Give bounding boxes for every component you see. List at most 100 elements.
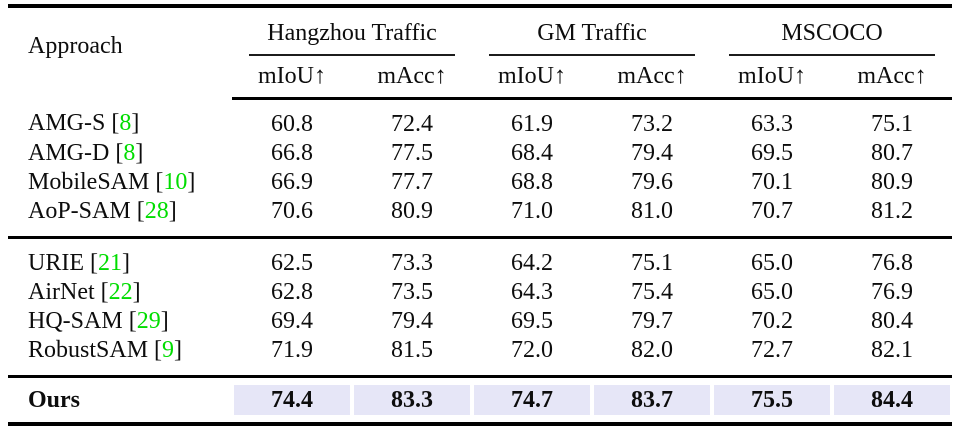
- value-cell: 63.3: [751, 110, 794, 137]
- ours-value-cell: 75.5: [712, 374, 833, 426]
- ours-value-cell: 74.7: [472, 374, 593, 426]
- citation-open-bracket: [: [136, 197, 145, 224]
- value-cell: 65.0: [712, 235, 833, 278]
- value-cell: 80.9: [871, 168, 914, 195]
- value-cell: 73.2: [631, 110, 674, 137]
- value-cell: 71.9: [271, 336, 313, 363]
- approach-cell: AMG-S [8]: [8, 98, 232, 139]
- value-cell: 75.1: [592, 235, 713, 278]
- ours-label: Ours: [8, 374, 232, 426]
- col-header-miou-mscoco: mIoU↑: [712, 56, 833, 100]
- value-cell: 82.1: [871, 336, 914, 363]
- group-header-label: Hangzhou Traffic: [267, 20, 437, 46]
- approach-name: MobileSAM: [28, 168, 150, 195]
- value-cell: 69.4: [271, 307, 313, 334]
- group-header-hangzhou-traffic: Hangzhou Traffic: [232, 6, 472, 56]
- value-cell: 77.5: [391, 139, 433, 166]
- citation-close-bracket: ]: [132, 278, 141, 305]
- citation-number: 10: [163, 168, 188, 195]
- citation-close-bracket: ]: [122, 249, 130, 276]
- highlighted-value: 83.7: [594, 384, 711, 415]
- group-header-underline: [729, 54, 936, 56]
- value-cell: 68.8: [511, 168, 554, 195]
- citation-close-bracket: ]: [168, 197, 177, 224]
- citation-number: 21: [98, 249, 122, 276]
- value-cell: 81.2: [871, 197, 914, 224]
- value-cell: 77.7: [391, 168, 433, 195]
- value-cell: 71.0: [511, 197, 554, 224]
- citation-close-bracket: ]: [131, 109, 140, 136]
- approach-name: RobustSAM: [28, 336, 149, 363]
- citation-open-bracket: [: [90, 249, 98, 276]
- value-cell: 69.5: [511, 307, 554, 334]
- value-cell: 60.8: [271, 110, 313, 137]
- value-cell: 64.2: [472, 235, 593, 278]
- table-row: URIE [21] 62.5 73.3 64.2 75.1 65.0 76.8: [8, 235, 953, 278]
- ours-value-cell: 74.4: [232, 374, 352, 426]
- value-cell: 69.5: [751, 139, 794, 166]
- value-cell: 64.3: [511, 278, 554, 305]
- value-cell: 76.9: [871, 278, 914, 305]
- value-cell: 72.4: [391, 110, 433, 137]
- approach-name: URIE: [28, 249, 84, 276]
- value-cell: 79.7: [631, 307, 674, 334]
- col-header-macc-mscoco: mAcc↑: [832, 56, 953, 100]
- value-cell: 76.8: [832, 235, 953, 278]
- table-row: AoP-SAM [28] 70.6 80.9 71.0 81.0 70.7 81…: [8, 197, 952, 238]
- citation-close-bracket: ]: [160, 307, 169, 334]
- group-header-underline: [249, 54, 456, 56]
- approach-name: HQ-SAM: [28, 307, 123, 334]
- table-row: MobileSAM [10] 66.9 77.7 68.8 79.6 70.1 …: [8, 168, 952, 197]
- approach-cell: AoP-SAM [28]: [8, 197, 232, 238]
- ours-value-cell: 83.3: [352, 374, 473, 426]
- value-cell: 81.0: [631, 197, 674, 224]
- value-cell: 79.6: [631, 168, 674, 195]
- value-cell: 72.7: [751, 336, 794, 363]
- citation-close-bracket: ]: [174, 336, 183, 363]
- citation-open-bracket: [: [111, 109, 120, 136]
- citation-number: 22: [108, 278, 133, 305]
- value-cell: 62.5: [232, 235, 352, 278]
- group-header-label: GM Traffic: [537, 20, 647, 46]
- approach-cell: MobileSAM [10]: [8, 168, 232, 197]
- group-header-label: MSCOCO: [781, 20, 883, 46]
- citation-open-bracket: [: [154, 336, 163, 363]
- value-cell: 73.3: [352, 235, 473, 278]
- citation-number: 8: [123, 139, 136, 166]
- approach-cell: URIE [21]: [8, 235, 232, 278]
- citation-number: 9: [162, 336, 175, 363]
- group-header-gm-traffic: GM Traffic: [472, 6, 712, 56]
- value-cell: 79.4: [631, 139, 674, 166]
- value-cell: 68.4: [511, 139, 554, 166]
- approach-name: AoP-SAM: [28, 197, 131, 224]
- highlighted-value: 74.7: [474, 384, 591, 415]
- group-header-underline: [489, 54, 696, 56]
- value-cell: 72.0: [511, 336, 554, 363]
- approach-name: AMG-S: [28, 109, 106, 136]
- value-cell: 73.5: [391, 278, 433, 305]
- value-cell: 66.9: [271, 168, 313, 195]
- value-cell: 75.4: [631, 278, 674, 305]
- col-header-macc-gm: mAcc↑: [592, 56, 713, 100]
- table-row: AMG-D [8] 66.8 77.5 68.4 79.4 69.5 80.7: [8, 139, 952, 168]
- approach-cell: AMG-D [8]: [8, 139, 232, 168]
- value-cell: 80.7: [871, 139, 914, 166]
- value-cell: 75.1: [871, 110, 914, 137]
- group-header-mscoco: MSCOCO: [712, 6, 952, 56]
- baseline-group-1: AMG-S [8] 60.8 72.4 61.9 73.2 63.3 75.1 …: [8, 98, 952, 237]
- ours-row: Ours 74.4 83.3 74.7 83.7 75.5 84.4: [8, 374, 953, 426]
- citation-open-bracket: [: [115, 139, 124, 166]
- approach-cell: AirNet [22]: [8, 278, 232, 307]
- value-cell: 70.1: [751, 168, 794, 195]
- approach-name: AirNet: [28, 278, 95, 305]
- table-row: RobustSAM [9] 71.9 81.5 72.0 82.0 72.7 8…: [8, 336, 952, 377]
- col-header-macc-hangzhou: mAcc↑: [352, 56, 473, 100]
- value-cell: 81.5: [391, 336, 433, 363]
- value-cell: 70.7: [751, 197, 794, 224]
- value-cell: 66.8: [271, 139, 313, 166]
- value-cell: 70.6: [271, 197, 313, 224]
- col-header-miou-hangzhou: mIoU↑: [232, 56, 352, 100]
- col-header-approach: Approach: [28, 32, 123, 59]
- table-row: HQ-SAM [29] 69.4 79.4 69.5 79.7 70.2 80.…: [8, 307, 952, 336]
- highlighted-value: 74.4: [234, 384, 350, 415]
